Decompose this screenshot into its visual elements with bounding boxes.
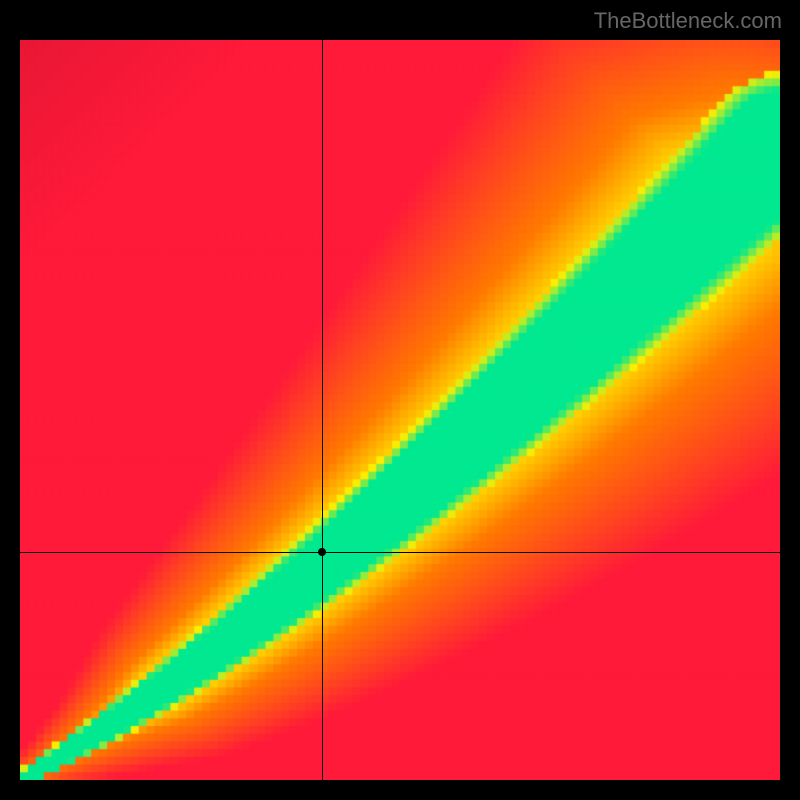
watermark-text: TheBottleneck.com [594,8,782,34]
crosshair-vertical [322,40,323,780]
crosshair-horizontal [20,552,780,553]
heatmap-canvas [20,40,780,780]
marker-dot [318,548,326,556]
bottleneck-heatmap [20,40,780,780]
